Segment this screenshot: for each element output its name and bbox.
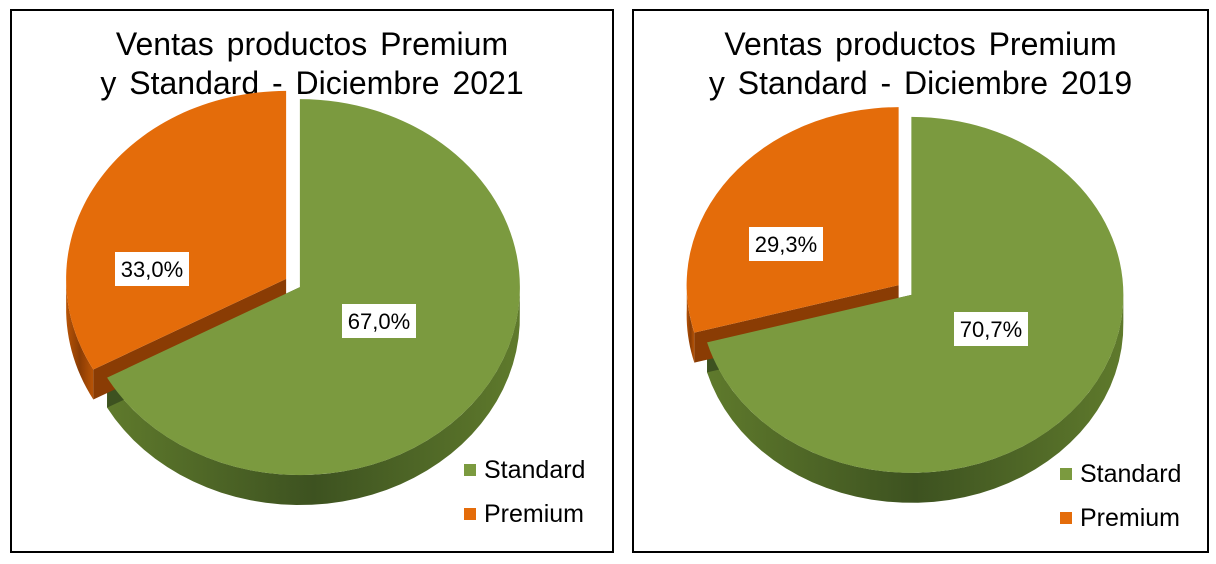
pie-side-premium: [686, 278, 695, 363]
legend-label-standard: Standard: [1080, 459, 1182, 488]
pie-slice-premium: [66, 90, 287, 370]
legend-label-premium: Premium: [484, 499, 585, 528]
chart-title-line-2: y Standard - Diciembre 2019: [708, 65, 1133, 101]
pie-slice-standard: [707, 116, 1124, 473]
chart-title: Ventas productos Premium y Standard - Di…: [12, 25, 612, 103]
data-label-text: 70,7%: [960, 317, 1022, 342]
legend-label-standard: Standard: [484, 455, 586, 484]
data-label-standard: 70,7%: [954, 312, 1028, 346]
pie-slice-standard: [107, 99, 520, 476]
chart-title-line-1: Ventas productos Premium: [724, 26, 1117, 62]
legend: Standard Premium: [464, 456, 585, 547]
legend-swatch-standard: [464, 464, 476, 476]
chart-panel-2021: Ventas productos Premium y Standard - Di…: [10, 9, 614, 553]
chart-title-line-2: y Standard - Diciembre 2021: [100, 65, 524, 101]
data-label-text: 29,3%: [755, 232, 817, 257]
data-label-text: 33,0%: [121, 257, 183, 282]
pie-side-standard: [107, 281, 520, 506]
legend-item-standard: Standard: [1060, 460, 1181, 488]
chart-title: Ventas productos Premium y Standard - Di…: [634, 25, 1207, 103]
legend-swatch-premium: [1060, 512, 1072, 524]
pie-chart-2021: 67,0% 33,0%: [66, 90, 520, 506]
legend-label-premium: Premium: [1080, 503, 1181, 532]
legend-swatch-premium: [464, 508, 476, 520]
legend-item-premium: Premium: [464, 500, 585, 528]
pie-side-premium: [66, 275, 94, 400]
pie-chart-2019: 70,7% 29,3%: [686, 107, 1124, 503]
legend: Standard Premium: [1060, 460, 1181, 551]
pie-slice-premium: [686, 107, 899, 333]
legend-item-premium: Premium: [1060, 504, 1181, 532]
legend-swatch-standard: [1060, 468, 1072, 480]
data-label-premium: 29,3%: [749, 227, 823, 261]
data-label-premium: 33,0%: [115, 252, 189, 286]
data-label-text: 67,0%: [348, 309, 410, 334]
pie-side-standard: [707, 291, 1124, 503]
data-label-standard: 67,0%: [342, 304, 416, 338]
chart-title-line-1: Ventas productos Premium: [115, 26, 509, 62]
chart-panel-2019: Ventas productos Premium y Standard - Di…: [632, 9, 1209, 553]
legend-item-standard: Standard: [464, 456, 585, 484]
